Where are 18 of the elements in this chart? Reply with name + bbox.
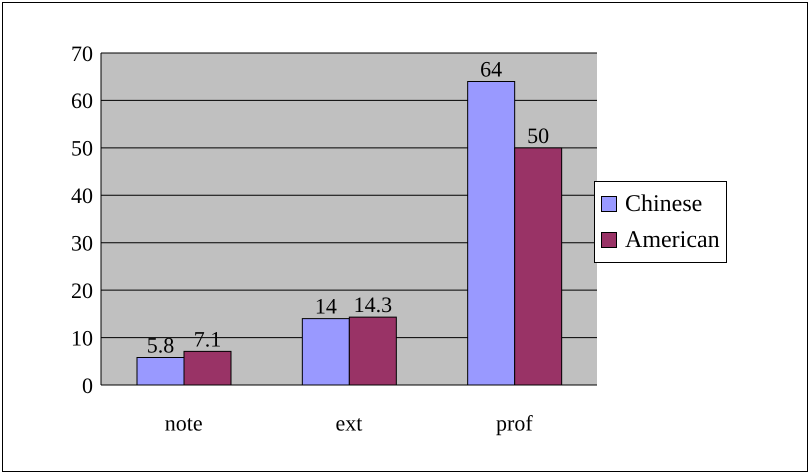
y-tick-label: 60 xyxy=(71,88,93,114)
y-tick-label: 10 xyxy=(71,325,93,350)
data-label: 5.8 xyxy=(146,332,174,358)
legend-label: American xyxy=(625,226,720,255)
data-label: 14 xyxy=(314,294,337,319)
x-tick-label: ext xyxy=(336,410,362,436)
y-tick-label: 70 xyxy=(71,40,93,66)
x-tick-label: prof xyxy=(496,410,534,436)
y-tick-label: 50 xyxy=(71,136,93,161)
data-label: 64 xyxy=(480,56,502,82)
y-tick-label: 0 xyxy=(82,372,93,398)
y-tick-label: 20 xyxy=(71,278,93,303)
data-label: 14.3 xyxy=(354,292,392,318)
y-tick-label: 30 xyxy=(71,230,93,256)
legend-label: Chinese xyxy=(625,190,702,219)
x-tick-label: note xyxy=(164,410,203,436)
y-tick-label: 40 xyxy=(71,183,93,208)
data-label: 50 xyxy=(527,122,550,148)
